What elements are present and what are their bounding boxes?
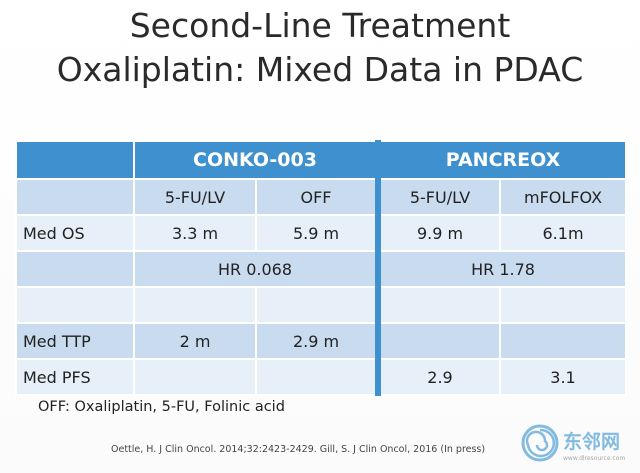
watermark-subtext: www.dlresource.com [563,455,625,462]
row-label: Med PFS [15,358,135,396]
hazard-ratio-cell: HR 1.78 [375,250,628,288]
citation: Oettle, H. J Clin Oncol. 2014;32:2423-24… [111,444,486,455]
trial-header-conko: CONKO-003 [132,140,380,180]
header-corner [15,140,135,180]
title-line-1: Second-Line Treatment [129,6,511,45]
table-cell [254,358,380,396]
table-cell: 3.1 [499,358,628,396]
table-cell [499,286,628,324]
hazard-ratio-cell: HR 0.068 [132,250,380,288]
arm-header: 5-FU/LV [133,178,257,216]
abbreviation-footnote: OFF: Oxaliplatin, 5-FU, Folinic acid [38,399,285,415]
row-label: Med OS [15,214,135,252]
table-row [15,286,628,324]
arm-header: 5-FU/LV [375,178,502,216]
table-cell [375,322,502,360]
arm-header-row: 5-FU/LV OFF 5-FU/LV mFOLFOX [15,178,628,216]
table-row: Med TTP 2 m 2.9 m [15,322,628,360]
trial-header-pancreox: PANCREOX [375,140,628,180]
table-cell: 6.1m [499,214,628,252]
arm-header: mFOLFOX [499,178,628,216]
table-cell: 2 m [133,322,257,360]
table-row: HR 0.068 HR 1.78 [15,250,628,288]
spiral-logo-icon [521,424,559,462]
table-cell: 2.9 m [254,322,380,360]
table-row: Med OS 3.3 m 5.9 m 9.9 m 6.1m [15,214,628,252]
trial-header-row: CONKO-003 PANCREOX [15,140,628,180]
table-cell [499,322,628,360]
table-cell: 3.3 m [133,214,257,252]
watermark-text: 东邻网 [563,430,620,453]
arm-header-corner [15,178,135,216]
row-label [15,286,135,324]
table-cell: 2.9 [375,358,502,396]
row-label [15,250,135,288]
table-cell [254,286,380,324]
table-cell [375,286,502,324]
row-label: Med TTP [15,322,135,360]
table-row: Med PFS 2.9 3.1 [15,358,628,396]
watermark-logo: 东邻网 www.dlresource.com [521,424,625,462]
arm-header: OFF [254,178,380,216]
slide-title: Second-Line Treatment Oxaliplatin: Mixed… [0,4,640,92]
title-line-2: Oxaliplatin: Mixed Data in PDAC [56,50,584,89]
table-cell [133,286,257,324]
table-cell: 5.9 m [254,214,380,252]
comparison-table: CONKO-003 PANCREOX 5-FU/LV OFF 5-FU/LV m… [15,140,628,396]
table-cell [133,358,257,396]
table-cell: 9.9 m [375,214,502,252]
